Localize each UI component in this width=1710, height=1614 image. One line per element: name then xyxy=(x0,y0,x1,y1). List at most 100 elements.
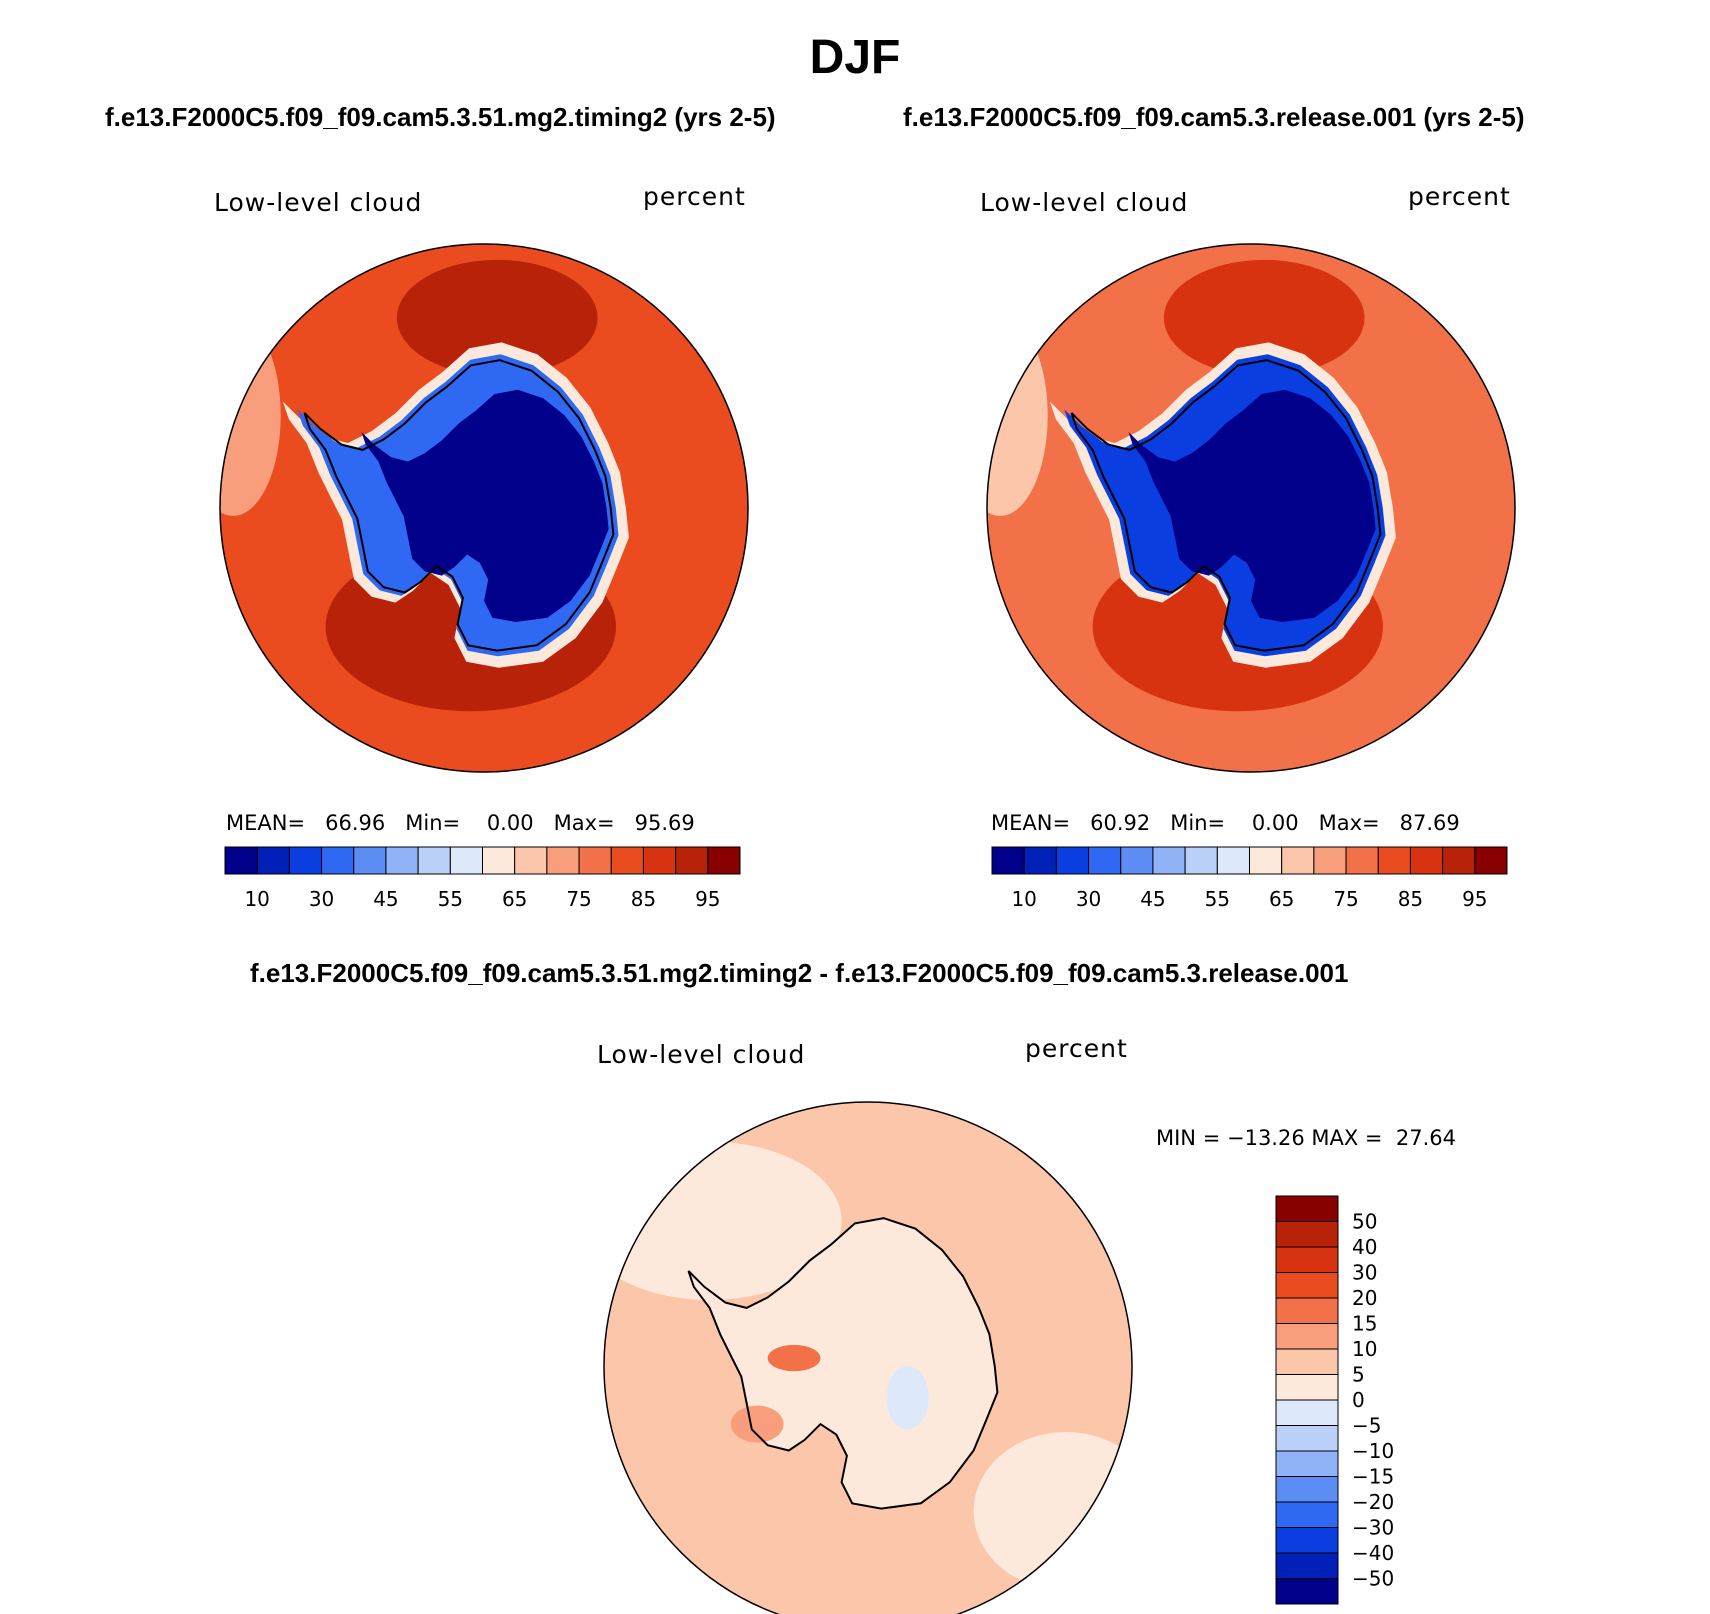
colorbar-tick-label: 10 xyxy=(1352,1337,1377,1361)
colorbar-tick-label: −40 xyxy=(1352,1541,1394,1565)
colorbar-tick-label: 55 xyxy=(1205,887,1230,911)
right-stats: MEAN= 60.92 Min= 0.00 Max= 87.69 xyxy=(991,811,1460,835)
interior-negative-anomaly xyxy=(886,1366,929,1430)
interior-cloud xyxy=(361,389,609,622)
right-variable-label: Low-level cloud xyxy=(980,188,1189,217)
colorbar-swatch xyxy=(1281,846,1315,875)
diff-stats: MIN = −13.26 MAX = 27.64 xyxy=(1156,1126,1456,1150)
colorbar-swatch xyxy=(1345,846,1379,875)
left-stats: MEAN= 66.96 Min= 0.00 Max= 95.69 xyxy=(226,811,695,835)
colorbar-swatch xyxy=(1377,846,1411,875)
colorbar-tick-label: 45 xyxy=(373,887,398,911)
colorbar-swatch xyxy=(1216,846,1250,875)
colorbar-swatch xyxy=(1409,846,1444,875)
polar-map-0 xyxy=(219,243,749,773)
colorbar-swatch xyxy=(1152,846,1186,875)
colorbar-swatch xyxy=(224,846,258,875)
colorbar-swatch xyxy=(1120,846,1154,875)
colorbar-swatch xyxy=(1055,846,1090,875)
colorbar-swatch xyxy=(288,846,323,875)
colorbar-swatch xyxy=(991,846,1025,875)
colorbar-tick-label: 75 xyxy=(566,887,591,911)
colorbar-tick-label: 65 xyxy=(502,887,527,911)
peripheral-low xyxy=(987,315,1048,516)
colorbar-tick-label: 10 xyxy=(1011,887,1036,911)
cloud-belt-north xyxy=(1163,259,1365,377)
colorbar-swatch xyxy=(610,846,644,875)
colorbar-tick-label: 45 xyxy=(1140,887,1165,911)
colorbar-tick-label: 30 xyxy=(309,887,334,911)
colorbar-swatch xyxy=(1275,1527,1339,1554)
colorbar-swatch xyxy=(642,846,677,875)
colorbar-tick-label: 85 xyxy=(1398,887,1423,911)
colorbar-swatch xyxy=(417,846,451,875)
coastline xyxy=(687,1217,999,1510)
colorbar-tick-label: 10 xyxy=(244,887,269,911)
colorbar-swatch xyxy=(1275,1578,1339,1605)
left-units-label: percent xyxy=(643,182,746,211)
colorbar-swatch xyxy=(449,846,483,875)
colorbar-tick-label: −50 xyxy=(1352,1567,1394,1591)
colorbar-swatch xyxy=(385,846,419,875)
colorbar-tick-label: 55 xyxy=(438,887,463,911)
left-min-label: Min= xyxy=(405,811,461,835)
outer-anomaly-se xyxy=(973,1432,1132,1591)
left-mean-value: 66.96 xyxy=(325,811,386,835)
colorbar-tick-label: −15 xyxy=(1352,1465,1394,1489)
left-variable-label: Low-level cloud xyxy=(214,188,423,217)
colorbar-swatch xyxy=(707,846,741,875)
diff-variable-label: Low-level cloud xyxy=(597,1040,806,1069)
colorbar-tick-label: 15 xyxy=(1352,1312,1377,1336)
colorbar-swatch xyxy=(1088,846,1122,875)
colorbar-swatch xyxy=(578,846,612,875)
colorbar-swatch xyxy=(1313,846,1347,875)
colorbar-1: 10 30 45 55 65 75 85 95 xyxy=(991,846,1508,911)
colorbar-swatch xyxy=(675,846,709,875)
colorbar-tick-label: 95 xyxy=(695,887,720,911)
colorbar-swatch xyxy=(546,846,580,875)
coastline xyxy=(303,359,615,652)
colorbar-tick-label: 20 xyxy=(1352,1286,1377,1310)
right-min-label: Min= xyxy=(1170,811,1226,835)
colorbar-swatch xyxy=(1275,1323,1339,1350)
left-case-title: f.e13.F2000C5.f09_f09.cam5.3.51.mg2.timi… xyxy=(105,102,776,132)
colorbar-tick-label: 85 xyxy=(631,887,656,911)
cloud-belt-north xyxy=(396,259,598,377)
interior-cloud xyxy=(1128,389,1376,622)
map-boundary xyxy=(603,1101,1133,1614)
colorbar-swatch xyxy=(1275,1501,1339,1528)
polar-map-1 xyxy=(986,243,1516,773)
diff-units-label: percent xyxy=(1025,1034,1128,1063)
colorbar-0: 10 30 45 55 65 75 85 95 xyxy=(224,846,741,911)
colorbar-swatch xyxy=(1184,846,1218,875)
colorbar-tick-label: 30 xyxy=(1076,887,1101,911)
colorbar-swatch xyxy=(1275,1476,1339,1503)
colorbar-tick-label: 40 xyxy=(1352,1235,1377,1259)
right-max-value: 87.69 xyxy=(1399,811,1460,835)
colorbar-swatch xyxy=(1275,1450,1339,1477)
left-max-label: Max= xyxy=(553,811,615,835)
colorbar-swatch xyxy=(1275,1399,1339,1426)
map-boundary xyxy=(219,243,749,773)
diff-max-label: MAX = xyxy=(1311,1126,1383,1150)
right-mean-value: 60.92 xyxy=(1090,811,1151,835)
colorbar-tick-label: −30 xyxy=(1352,1516,1394,1540)
colorbar-tick-label: 0 xyxy=(1352,1388,1365,1412)
colorbar-swatch xyxy=(1275,1272,1339,1299)
page-title: DJF xyxy=(809,31,901,84)
coastal-positive-anomaly xyxy=(730,1405,784,1443)
right-min-value: 0.00 xyxy=(1251,811,1299,835)
colorbar-swatch xyxy=(321,846,355,875)
colorbar-tick-label: 65 xyxy=(1269,887,1294,911)
colorbar-swatch xyxy=(256,846,290,875)
colorbar-swatch xyxy=(1275,1374,1339,1401)
diff-max-value: 27.64 xyxy=(1395,1126,1457,1150)
colorbar-swatch xyxy=(1275,1348,1339,1375)
colorbar-swatch xyxy=(1275,1195,1339,1222)
colorbar-tick-label: 50 xyxy=(1352,1210,1377,1234)
polar-map-2 xyxy=(603,1101,1133,1614)
map-boundary xyxy=(986,243,1516,773)
colorbar-swatch xyxy=(1023,846,1057,875)
